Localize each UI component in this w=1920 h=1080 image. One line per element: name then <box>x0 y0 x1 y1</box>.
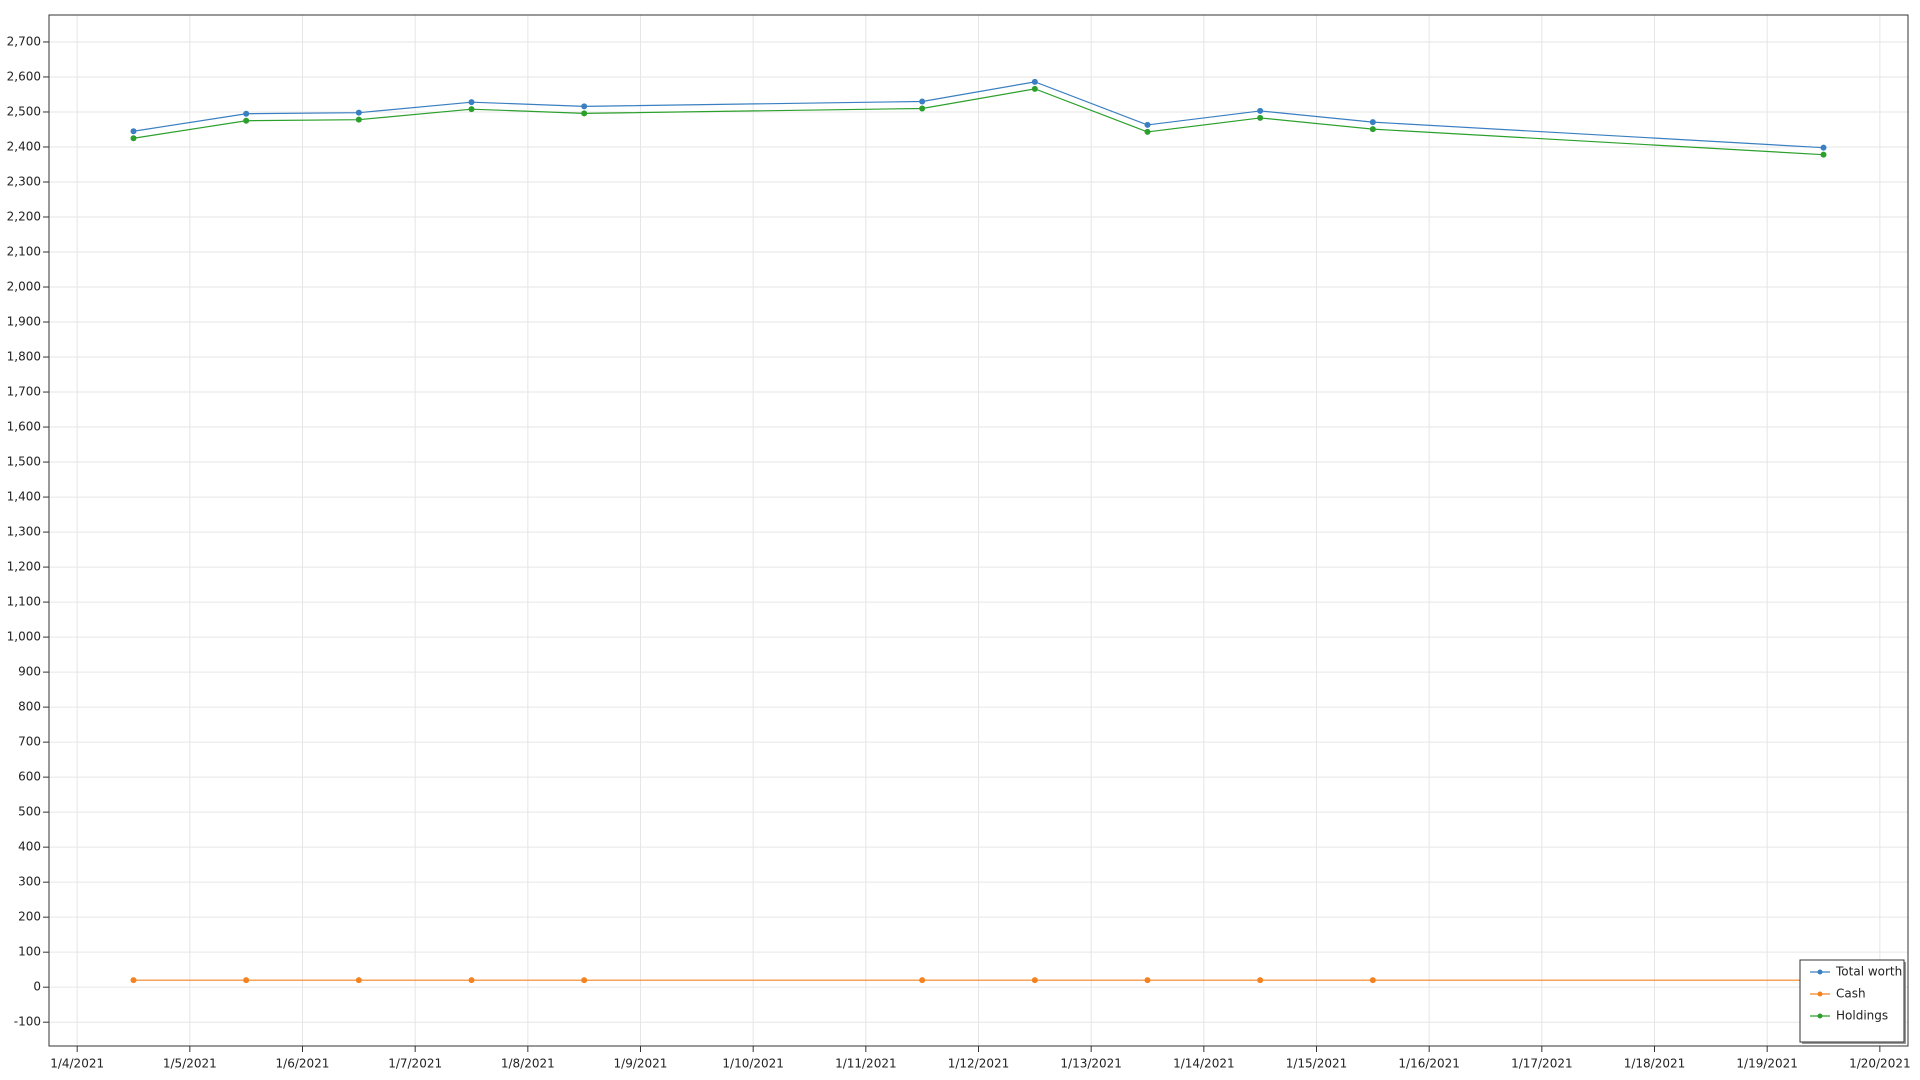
y-tick-label: 100 <box>18 945 41 959</box>
y-tick-label: 1,100 <box>7 595 41 609</box>
x-tick-label: 1/13/2021 <box>1060 1057 1122 1071</box>
x-tick-label: 1/18/2021 <box>1624 1057 1686 1071</box>
data-point <box>243 977 250 984</box>
x-tick-label: 1/14/2021 <box>1173 1057 1235 1071</box>
data-point <box>919 977 926 984</box>
y-tick-label: 1,800 <box>7 350 41 364</box>
plot-frame <box>48 14 1909 1047</box>
y-tick-label: 2,100 <box>7 245 41 259</box>
y-tick-label: 500 <box>18 805 41 819</box>
x-tick-label: 1/20/2021 <box>1849 1057 1911 1071</box>
x-tick-label: 1/19/2021 <box>1736 1057 1798 1071</box>
x-tick-label: 1/17/2021 <box>1511 1057 1573 1071</box>
y-tick-label: 2,700 <box>7 34 41 48</box>
x-tick-label: 1/9/2021 <box>614 1057 668 1071</box>
data-point <box>243 110 250 117</box>
legend-label: Total worth <box>1835 965 1902 979</box>
x-tick-label: 1/4/2021 <box>50 1057 104 1071</box>
data-point <box>1144 128 1151 135</box>
legend-marker <box>1817 1013 1823 1019</box>
data-point <box>1369 977 1376 984</box>
y-tick-label: 1,000 <box>7 630 41 644</box>
y-tick-label: 700 <box>18 735 41 749</box>
data-point <box>1369 119 1376 126</box>
data-point <box>1820 151 1827 158</box>
data-point <box>130 977 137 984</box>
y-tick-label: 1,300 <box>7 525 41 539</box>
data-point <box>1369 126 1376 133</box>
y-tick-label: 1,600 <box>7 420 41 434</box>
legend-marker <box>1817 991 1823 997</box>
data-point <box>1144 121 1151 128</box>
data-point <box>355 109 362 116</box>
y-tick-label: 1,400 <box>7 490 41 504</box>
data-point <box>1031 977 1038 984</box>
data-point <box>355 116 362 123</box>
data-point <box>581 103 588 110</box>
data-point <box>1144 977 1151 984</box>
x-tick-label: 1/7/2021 <box>388 1057 442 1071</box>
data-point <box>243 117 250 124</box>
x-tick-label: 1/10/2021 <box>722 1057 784 1071</box>
data-point <box>130 135 137 142</box>
y-tick-label: -100 <box>14 1015 41 1029</box>
y-tick-label: 900 <box>18 665 41 679</box>
y-tick-label: 300 <box>18 875 41 889</box>
x-tick-label: 1/8/2021 <box>501 1057 555 1071</box>
y-tick-label: 2,500 <box>7 104 41 118</box>
legend-label: Holdings <box>1836 1009 1888 1023</box>
data-point <box>468 977 475 984</box>
y-tick-label: 0 <box>33 980 41 994</box>
y-tick-label: 1,700 <box>7 385 41 399</box>
legend-box <box>1799 959 1905 1043</box>
legend-marker <box>1817 969 1823 975</box>
data-point <box>468 99 475 106</box>
data-point <box>1257 114 1264 121</box>
x-tick-label: 1/6/2021 <box>276 1057 330 1071</box>
y-tick-label: 2,600 <box>7 69 41 83</box>
data-point <box>581 110 588 117</box>
y-tick-label: 600 <box>18 770 41 784</box>
data-point <box>355 977 362 984</box>
y-tick-label: 1,200 <box>7 560 41 574</box>
legend-label: Cash <box>1836 987 1866 1001</box>
data-point <box>919 98 926 105</box>
x-tick-label: 1/16/2021 <box>1398 1057 1460 1071</box>
y-tick-label: 1,900 <box>7 315 41 329</box>
y-tick-label: 200 <box>18 910 41 924</box>
data-point <box>1257 107 1264 114</box>
data-point <box>1257 977 1264 984</box>
x-tick-label: 1/15/2021 <box>1286 1057 1348 1071</box>
data-point <box>1031 85 1038 92</box>
x-tick-label: 1/5/2021 <box>163 1057 217 1071</box>
data-point <box>1031 78 1038 85</box>
data-point <box>581 977 588 984</box>
y-tick-label: 2,200 <box>7 209 41 223</box>
data-point <box>1820 144 1827 151</box>
data-point <box>130 128 137 135</box>
data-point <box>919 105 926 112</box>
y-tick-label: 400 <box>18 840 41 854</box>
y-tick-label: 1,500 <box>7 455 41 469</box>
y-tick-label: 2,300 <box>7 174 41 188</box>
data-point <box>468 106 475 113</box>
y-tick-label: 2,000 <box>7 280 41 294</box>
x-tick-label: 1/12/2021 <box>948 1057 1010 1071</box>
x-tick-label: 1/11/2021 <box>835 1057 897 1071</box>
y-tick-label: 800 <box>18 700 41 714</box>
y-tick-label: 2,400 <box>7 139 41 153</box>
